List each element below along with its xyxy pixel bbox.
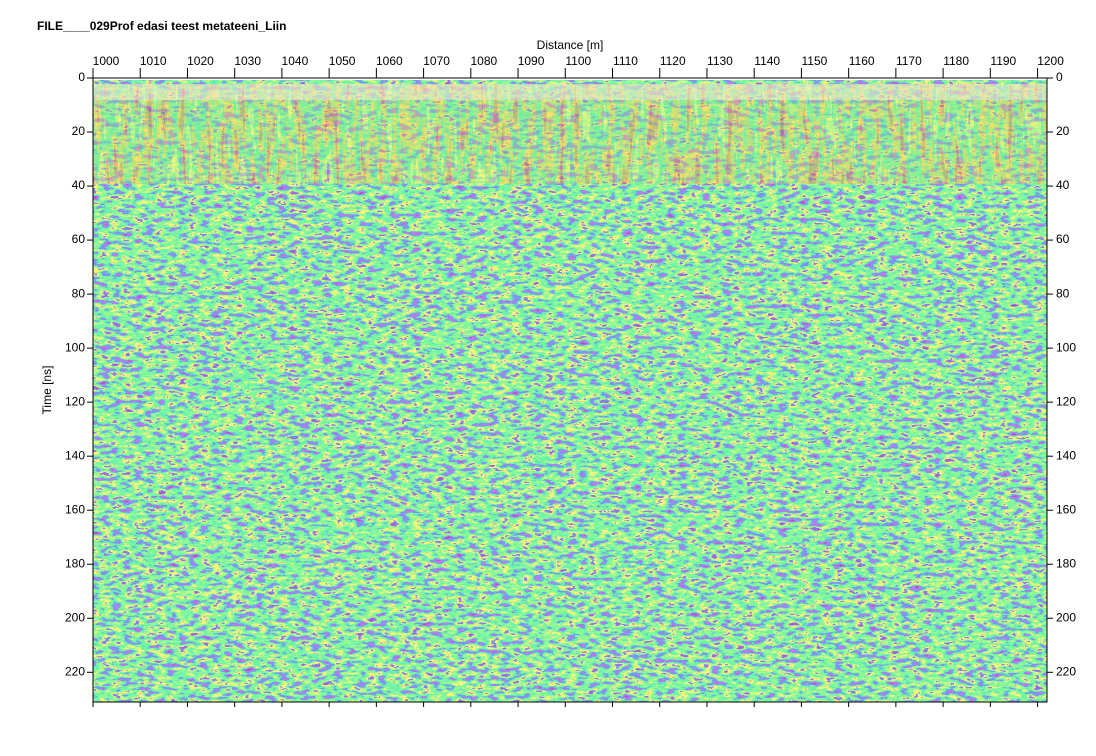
y-tick-label-right: 120 <box>1056 394 1076 408</box>
y-tick-label-left: 20 <box>72 124 86 138</box>
y-tick-label-right: 180 <box>1056 556 1076 570</box>
chart-title: FILE____029Prof edasi teest metateeni_Li… <box>37 19 286 33</box>
y-tick-label-left: 0 <box>78 70 85 84</box>
x-axis-label: Distance [m] <box>537 38 604 52</box>
x-tick-label: 1180 <box>943 54 969 68</box>
y-tick-label-right: 140 <box>1056 448 1076 462</box>
y-tick-label-left: 60 <box>72 232 86 246</box>
x-tick-label: 1040 <box>282 54 309 68</box>
x-tick-label: 1170 <box>896 54 922 68</box>
y-tick-label-left: 140 <box>65 448 85 462</box>
y-tick-label-left: 160 <box>65 502 85 516</box>
radargram-top-band <box>93 84 1047 184</box>
y-tick-label-right: 60 <box>1056 232 1070 246</box>
y-tick-label-right: 220 <box>1056 664 1076 678</box>
x-tick-label: 1050 <box>329 54 356 68</box>
x-tick-label: 1030 <box>234 54 261 68</box>
x-tick-label: 1070 <box>423 54 450 68</box>
y-tick-label-right: 0 <box>1056 70 1063 84</box>
y-tick-label-left: 200 <box>65 610 85 624</box>
x-tick-label: 1190 <box>990 54 1016 68</box>
x-tick-label: 1060 <box>376 54 403 68</box>
plot-frame <box>92 77 1048 703</box>
y-tick-label-right: 20 <box>1056 124 1070 138</box>
x-tick-label: 1140 <box>754 54 780 68</box>
x-tick-label: 1010 <box>140 54 167 68</box>
x-tick-label: 1080 <box>470 54 497 68</box>
y-tick-label-left: 120 <box>65 394 85 408</box>
x-tick-label: 1090 <box>518 54 545 68</box>
x-tick-label: 1150 <box>802 54 828 68</box>
y-tick-label-left: 220 <box>65 664 85 678</box>
y-tick-label-right: 40 <box>1056 178 1070 192</box>
x-tick-label: 1000 <box>93 54 120 68</box>
y-tick-label-right: 200 <box>1056 610 1076 624</box>
x-tick-label: 1160 <box>849 54 875 68</box>
radargram-image <box>93 80 1047 702</box>
x-tick-label: 1110 <box>613 54 638 68</box>
y-tick-label-left: 80 <box>72 286 86 300</box>
radargram-surface <box>93 84 1047 100</box>
y-tick-label-left: 40 <box>72 178 86 192</box>
x-tick-label: 1100 <box>565 54 591 68</box>
x-tick-label: 1130 <box>707 54 733 68</box>
x-tick-label: 1120 <box>660 54 686 68</box>
y-axis-label: Time [ns] <box>40 366 54 415</box>
x-tick-label: 1020 <box>187 54 214 68</box>
y-tick-label-left: 100 <box>65 340 85 354</box>
y-tick-label-left: 180 <box>65 556 85 570</box>
y-tick-label-right: 160 <box>1056 502 1076 516</box>
y-tick-label-right: 100 <box>1056 340 1076 354</box>
y-tick-label-right: 80 <box>1056 286 1070 300</box>
x-tick-label: 1200 <box>1037 54 1064 68</box>
